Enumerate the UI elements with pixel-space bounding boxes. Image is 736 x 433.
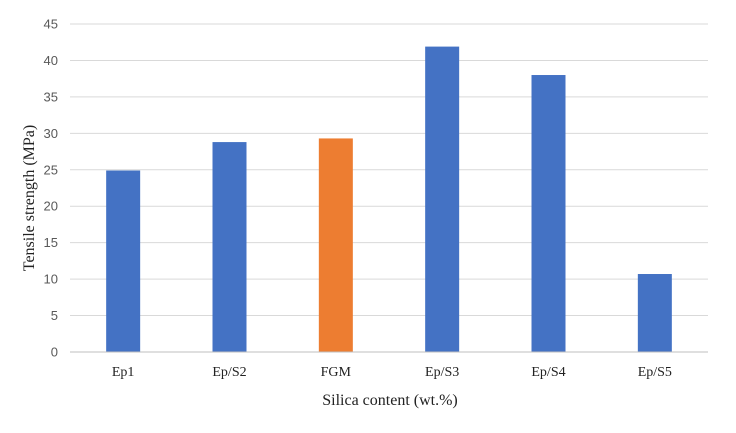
bar-ep-s4 xyxy=(531,75,566,353)
y-tick-label: 40 xyxy=(44,53,58,68)
y-tick-label: 20 xyxy=(44,199,58,214)
bars xyxy=(106,46,672,353)
x-tick-label: Ep/S3 xyxy=(425,365,459,380)
bar-fgm xyxy=(318,138,353,352)
y-tick-label: 35 xyxy=(44,89,58,104)
y-tick-label: 0 xyxy=(51,345,58,360)
y-tick-label: 45 xyxy=(44,17,58,32)
x-axis-ticks: Ep1 Ep/S2 FGM Ep/S3 Ep/S4 Ep/S5 xyxy=(112,365,672,380)
x-tick-label: Ep/S5 xyxy=(638,365,672,380)
x-tick-label: Ep/S4 xyxy=(531,365,565,380)
y-axis-title: Tensile strength (MPa) xyxy=(21,125,38,271)
x-axis-title: Silica content (wt.%) xyxy=(322,392,458,409)
y-tick-label: 5 xyxy=(51,308,58,323)
bar-ep-s3 xyxy=(425,46,460,353)
bar-ep-s5 xyxy=(637,274,672,352)
x-tick-label: Ep/S2 xyxy=(212,365,246,380)
y-tick-label: 15 xyxy=(44,235,58,250)
x-tick-label: Ep1 xyxy=(112,365,135,380)
bar-ep-s2 xyxy=(212,142,247,352)
gridlines xyxy=(70,23,708,317)
y-tick-label: 25 xyxy=(44,162,58,177)
y-tick-label: 30 xyxy=(44,126,58,141)
x-tick-label: FGM xyxy=(321,365,352,380)
bar-ep1 xyxy=(106,170,141,352)
y-tick-label: 10 xyxy=(44,272,58,287)
y-axis-ticks: 0 5 10 15 20 25 30 35 40 45 xyxy=(44,17,58,360)
